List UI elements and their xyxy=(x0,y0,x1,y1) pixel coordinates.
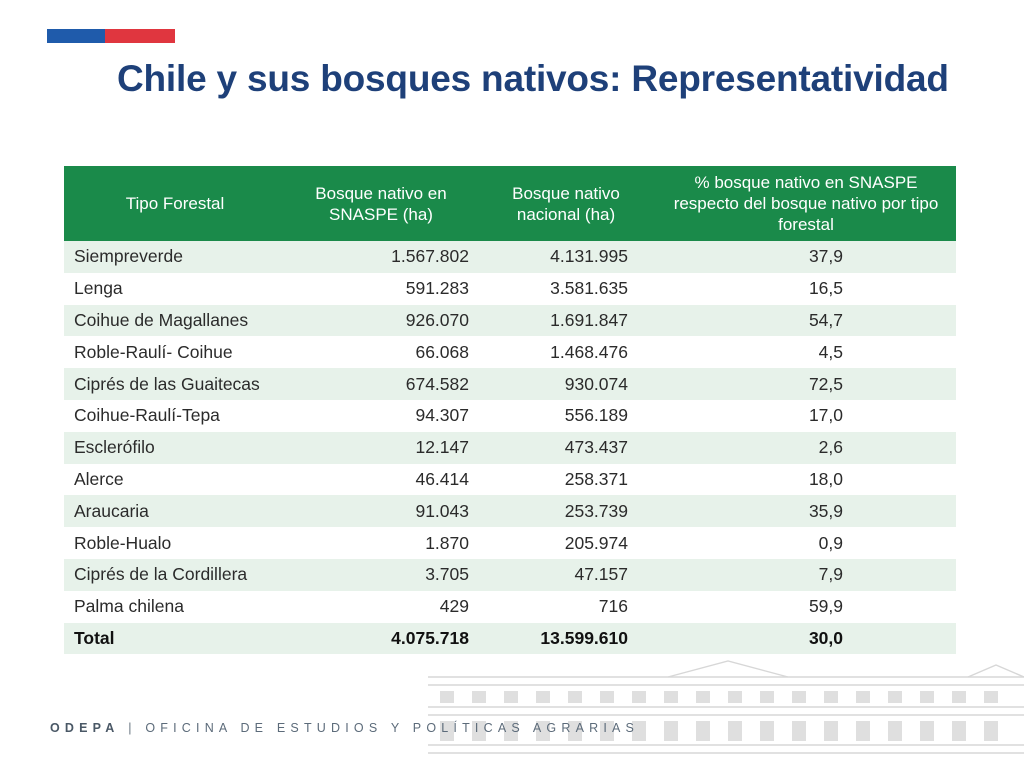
cell-snaspe-ha: 66.068 xyxy=(286,336,476,369)
footer-separator: | xyxy=(128,721,137,735)
total-label: Total xyxy=(64,622,286,655)
cell-nacional-ha: 4.131.995 xyxy=(476,241,656,273)
header-porcentaje-snaspe: % bosque nativo en SNASPE respecto del b… xyxy=(656,166,956,241)
cell-tipo-forestal: Araucaria xyxy=(64,495,286,528)
header-bosque-nacional: Bosque nativo nacional (ha) xyxy=(476,166,656,241)
total-snaspe-ha: 4.075.718 xyxy=(286,622,476,655)
cell-tipo-forestal: Coihue-Raulí-Tepa xyxy=(64,399,286,432)
cell-snaspe-ha: 12.147 xyxy=(286,431,476,464)
cell-snaspe-ha: 429 xyxy=(286,590,476,623)
flag-stripe-logo xyxy=(47,29,175,43)
cell-porcentaje: 37,9 xyxy=(656,241,956,273)
building-windows xyxy=(440,691,998,741)
cell-tipo-forestal: Lenga xyxy=(64,272,286,305)
footer-org-name: OFICINA DE ESTUDIOS Y POLÍTICAS AGRARIAS xyxy=(145,721,640,735)
cell-snaspe-ha: 1.870 xyxy=(286,527,476,559)
table-row: Lenga 591.283 3.581.635 16,5 xyxy=(64,272,956,305)
cell-nacional-ha: 1.468.476 xyxy=(476,336,656,369)
cell-tipo-forestal: Roble-Raulí- Coihue xyxy=(64,336,286,369)
cell-tipo-forestal: Siempreverde xyxy=(64,241,286,273)
cell-tipo-forestal: Palma chilena xyxy=(64,590,286,623)
total-row: Total 4.075.718 13.599.610 30,0 xyxy=(64,622,956,655)
data-table: Tipo Forestal Bosque nativo en SNASPE (h… xyxy=(64,166,956,655)
header-row: Tipo Forestal Bosque nativo en SNASPE (h… xyxy=(64,166,956,241)
cell-nacional-ha: 205.974 xyxy=(476,527,656,559)
footer-org-acronym: ODEPA xyxy=(50,721,120,735)
cell-nacional-ha: 3.581.635 xyxy=(476,272,656,305)
table-body: Siempreverde 1.567.802 4.131.995 37,9 Le… xyxy=(64,241,956,655)
table-row: Alerce 46.414 258.371 18,0 xyxy=(64,463,956,496)
table-row: Palma chilena 429 716 59,9 xyxy=(64,590,956,623)
footer-org-line: ODEPA | OFICINA DE ESTUDIOS Y POLÍTICAS … xyxy=(50,721,639,735)
cell-snaspe-ha: 591.283 xyxy=(286,272,476,305)
cell-porcentaje: 0,9 xyxy=(656,527,956,559)
total-nacional-ha: 13.599.610 xyxy=(476,622,656,655)
table-row: Roble-Hualo 1.870 205.974 0,9 xyxy=(64,527,956,559)
cell-nacional-ha: 930.074 xyxy=(476,368,656,400)
cell-porcentaje: 7,9 xyxy=(656,558,956,591)
building-watermark xyxy=(428,660,1024,754)
total-porcentaje: 30,0 xyxy=(656,622,956,655)
cell-porcentaje: 2,6 xyxy=(656,431,956,464)
cell-porcentaje: 54,7 xyxy=(656,304,956,337)
cell-tipo-forestal: Esclerófilo xyxy=(64,431,286,464)
header-tipo-forestal: Tipo Forestal xyxy=(64,166,286,241)
cell-porcentaje: 4,5 xyxy=(656,336,956,369)
cell-tipo-forestal: Roble-Hualo xyxy=(64,527,286,559)
table-row: Araucaria 91.043 253.739 35,9 xyxy=(64,495,956,528)
cell-nacional-ha: 556.189 xyxy=(476,399,656,432)
table-row: Coihue-Raulí-Tepa 94.307 556.189 17,0 xyxy=(64,399,956,432)
flag-blue-segment xyxy=(47,29,105,43)
cell-nacional-ha: 47.157 xyxy=(476,558,656,591)
header-bosque-snaspe: Bosque nativo en SNASPE (ha) xyxy=(286,166,476,241)
cell-porcentaje: 35,9 xyxy=(656,495,956,528)
table-row: Esclerófilo 12.147 473.437 2,6 xyxy=(64,431,956,464)
slide-title: Chile y sus bosques nativos: Representat… xyxy=(117,58,949,99)
cell-nacional-ha: 1.691.847 xyxy=(476,304,656,337)
table-row: Siempreverde 1.567.802 4.131.995 37,9 xyxy=(64,241,956,273)
cell-snaspe-ha: 926.070 xyxy=(286,304,476,337)
table-row: Coihue de Magallanes 926.070 1.691.847 5… xyxy=(64,304,956,337)
table-header: Tipo Forestal Bosque nativo en SNASPE (h… xyxy=(64,166,956,241)
cell-porcentaje: 18,0 xyxy=(656,463,956,496)
cell-snaspe-ha: 94.307 xyxy=(286,399,476,432)
cell-porcentaje: 16,5 xyxy=(656,272,956,305)
cell-snaspe-ha: 46.414 xyxy=(286,463,476,496)
cell-nacional-ha: 258.371 xyxy=(476,463,656,496)
cell-nacional-ha: 716 xyxy=(476,590,656,623)
cell-porcentaje: 72,5 xyxy=(656,368,956,400)
forest-representativity-table: Tipo Forestal Bosque nativo en SNASPE (h… xyxy=(64,166,956,655)
cell-porcentaje: 59,9 xyxy=(656,590,956,623)
cell-nacional-ha: 253.739 xyxy=(476,495,656,528)
table-row: Roble-Raulí- Coihue 66.068 1.468.476 4,5 xyxy=(64,336,956,369)
cell-snaspe-ha: 674.582 xyxy=(286,368,476,400)
table-row: Ciprés de las Guaitecas 674.582 930.074 … xyxy=(64,368,956,400)
cell-nacional-ha: 473.437 xyxy=(476,431,656,464)
cell-snaspe-ha: 91.043 xyxy=(286,495,476,528)
cell-porcentaje: 17,0 xyxy=(656,399,956,432)
cell-tipo-forestal: Ciprés de la Cordillera xyxy=(64,558,286,591)
flag-red-segment xyxy=(105,29,175,43)
cell-tipo-forestal: Coihue de Magallanes xyxy=(64,304,286,337)
table-row: Ciprés de la Cordillera 3.705 47.157 7,9 xyxy=(64,558,956,591)
cell-snaspe-ha: 3.705 xyxy=(286,558,476,591)
cell-snaspe-ha: 1.567.802 xyxy=(286,241,476,273)
cell-tipo-forestal: Ciprés de las Guaitecas xyxy=(64,368,286,400)
cell-tipo-forestal: Alerce xyxy=(64,463,286,496)
